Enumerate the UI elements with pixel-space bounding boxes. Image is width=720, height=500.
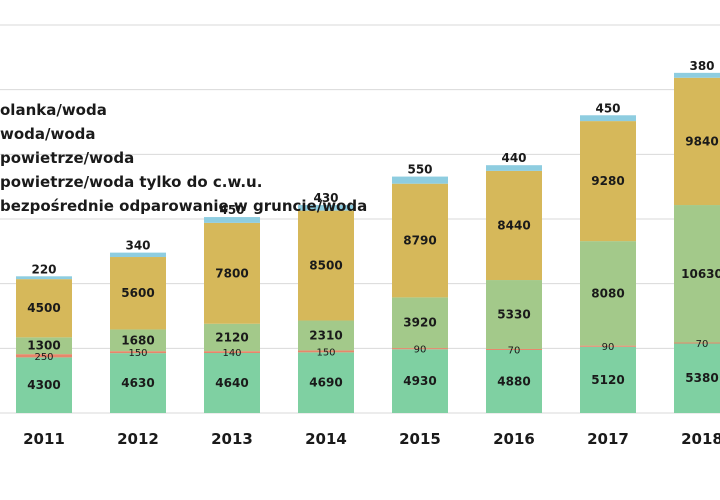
data-label: 4500 <box>27 301 60 315</box>
x-tick-label: 2015 <box>399 430 441 448</box>
legend-entry: powietrze/woda <box>0 149 135 167</box>
bar-segment <box>110 329 166 352</box>
bar-segment <box>16 276 72 280</box>
data-label: 450 <box>219 203 244 217</box>
x-tick-label: 2017 <box>587 430 629 448</box>
bar-segment <box>674 77 720 206</box>
bar-segment <box>580 115 636 122</box>
x-tick-label: 2018 <box>681 430 720 448</box>
data-label: 4880 <box>497 374 530 388</box>
data-label: 220 <box>31 262 56 276</box>
data-label: 3920 <box>403 316 436 330</box>
data-label: 7800 <box>215 266 248 280</box>
bar-segment <box>392 176 448 184</box>
data-label: 90 <box>414 345 427 356</box>
bar-segment <box>298 352 354 413</box>
data-label: 4690 <box>309 376 342 390</box>
data-labels: 4300250130045002204630150168056003404640… <box>27 59 720 392</box>
bar-segment <box>298 205 354 211</box>
bar-segment <box>486 170 542 281</box>
data-label: 2310 <box>309 328 342 342</box>
x-tick-label: 2013 <box>211 430 253 448</box>
bar-segment <box>204 323 260 352</box>
data-label: 70 <box>508 345 521 356</box>
bar-segment <box>110 257 166 330</box>
legend-entry: woda/woda <box>0 125 96 143</box>
data-label: 380 <box>689 59 714 73</box>
bar-segment <box>16 357 72 413</box>
bar-segment <box>110 252 166 258</box>
legend-entry: olanka/woda <box>0 101 107 119</box>
data-label: 70 <box>696 339 709 350</box>
bars <box>16 72 720 413</box>
data-label: 4630 <box>121 376 154 390</box>
bar-segment <box>204 351 260 353</box>
legend-entry: bezpośrednie odparowanie w gruncie/woda <box>0 197 368 215</box>
x-tick-labels: 2011 2012 2013 2014 2015 2016 2017 2018 <box>23 430 720 448</box>
bar-segment <box>298 210 354 321</box>
data-label: 150 <box>316 347 335 358</box>
bar-segment <box>486 280 542 349</box>
bar-segment <box>580 121 636 242</box>
data-label: 8790 <box>403 234 436 248</box>
data-label: 430 <box>313 191 338 205</box>
data-label: 1300 <box>27 339 60 353</box>
data-label: 4300 <box>27 378 60 392</box>
data-label: 340 <box>125 239 150 253</box>
x-tick-label: 2012 <box>117 430 159 448</box>
bar-segment <box>204 217 260 223</box>
bar-segment <box>674 205 720 343</box>
bar-segment <box>674 343 720 413</box>
bar-segment <box>486 349 542 413</box>
data-label: 140 <box>222 348 241 359</box>
bar-segment <box>580 241 636 346</box>
legend: olanka/woda woda/woda powietrze/woda pow… <box>0 98 367 218</box>
bar-segment <box>16 354 72 358</box>
x-tick-label: 2011 <box>23 430 65 448</box>
bar-segment <box>16 337 72 355</box>
bar-segment <box>392 183 448 298</box>
data-label: 450 <box>595 101 620 115</box>
data-label: 250 <box>34 352 53 363</box>
bar-segment <box>674 72 720 78</box>
data-label: 9840 <box>685 134 718 148</box>
data-label: 8440 <box>497 218 530 232</box>
bar-segment <box>204 222 260 324</box>
bar-segment <box>392 349 448 413</box>
bar-segment <box>486 165 542 171</box>
bar-segment <box>110 353 166 413</box>
bar-segment <box>392 348 448 350</box>
legend-entry: powietrze/woda tylko do c.w.u. <box>0 173 263 191</box>
bar-segment <box>16 279 72 338</box>
data-label: 5330 <box>497 308 530 322</box>
bar-segment <box>298 350 354 353</box>
data-label: 8500 <box>309 259 342 273</box>
data-label: 440 <box>501 151 526 165</box>
bar-segment <box>110 351 166 354</box>
bar-segment <box>486 348 542 350</box>
bar-segment <box>580 345 636 347</box>
data-label: 1680 <box>121 333 154 347</box>
data-label: 4930 <box>403 374 436 388</box>
x-tick-label: 2016 <box>493 430 535 448</box>
data-label: 5600 <box>121 286 154 300</box>
bar-segment <box>674 342 720 344</box>
data-label: 4640 <box>215 376 248 390</box>
bar-segment <box>298 320 354 351</box>
bar-segment <box>580 346 636 413</box>
x-tick-label: 2014 <box>305 430 347 448</box>
data-label: 550 <box>407 163 432 177</box>
data-label: 5120 <box>591 373 624 387</box>
bar-segment <box>204 352 260 413</box>
data-label: 10630 <box>681 267 720 281</box>
data-label: 9280 <box>591 174 624 188</box>
data-label: 150 <box>128 348 147 359</box>
data-label: 5380 <box>685 371 718 385</box>
bar-segment <box>392 297 448 349</box>
data-label: 90 <box>602 342 615 353</box>
data-label: 2120 <box>215 330 248 344</box>
data-label: 8080 <box>591 286 624 300</box>
